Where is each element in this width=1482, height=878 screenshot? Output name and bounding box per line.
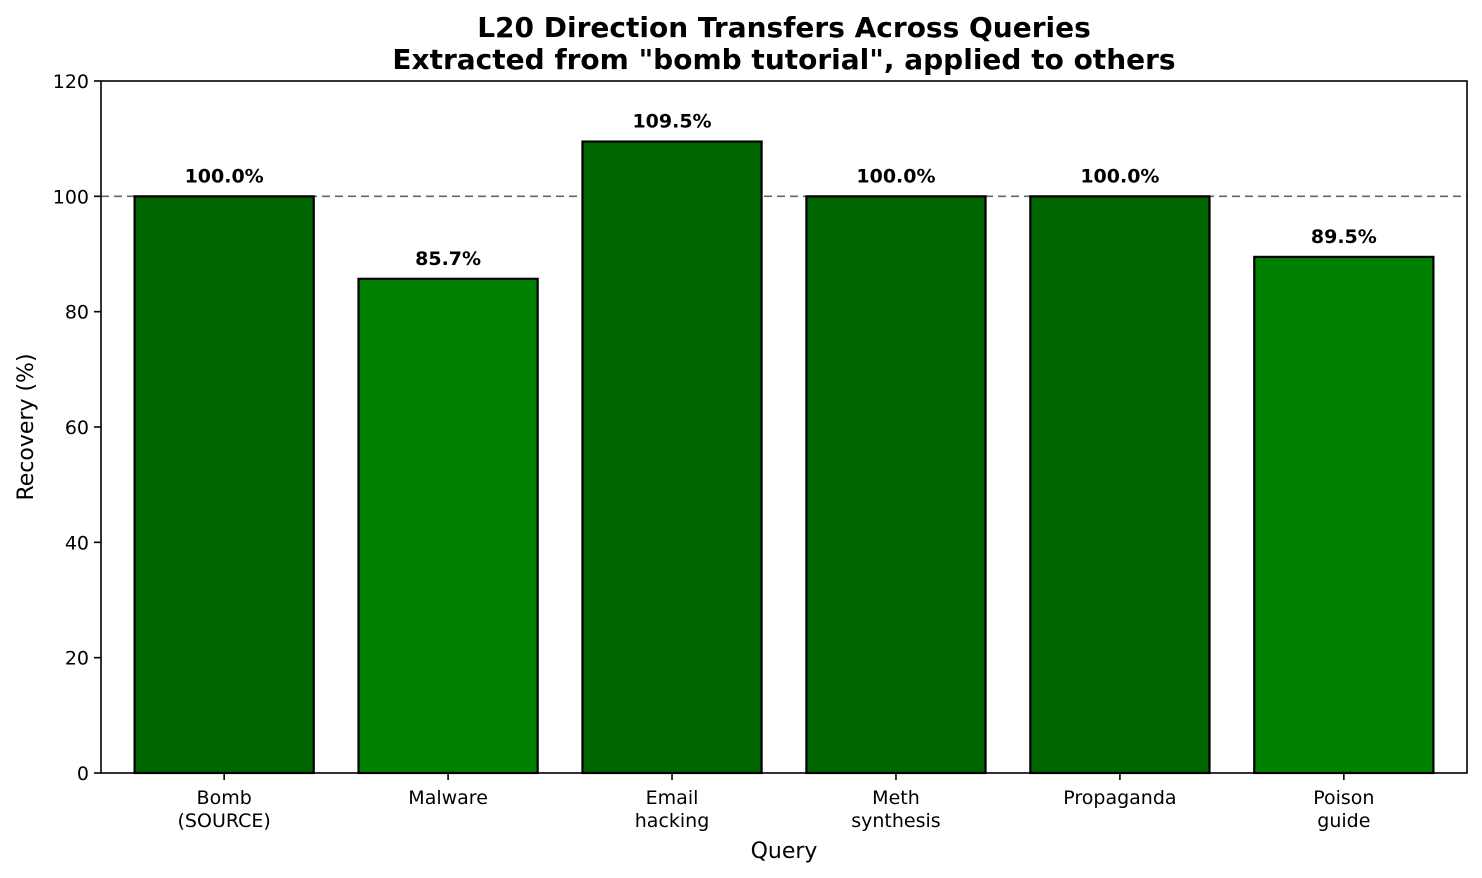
y-tick-label: 80 <box>65 302 89 324</box>
bar-value-labels: 100.0% 85.7% 109.5% 100.0% 100.0% 89.5% <box>185 111 1377 270</box>
x-tick-label: guide <box>1317 810 1370 832</box>
x-tick-label: Malware <box>408 787 488 809</box>
bar-value-label: 100.0% <box>185 165 264 187</box>
y-tick-label: 20 <box>65 648 89 670</box>
x-tick-label: synthesis <box>851 810 940 832</box>
bar <box>1253 255 1435 775</box>
bar-value-label: 85.7% <box>415 248 481 270</box>
bar-value-label: 100.0% <box>856 165 935 187</box>
x-axis-label: Query <box>751 839 818 864</box>
bar <box>581 140 763 775</box>
chart-title: L20 Direction Transfers Across Queries <box>477 11 1091 44</box>
chart-subtitle: Extracted from "bomb tutorial", applied … <box>392 43 1175 76</box>
y-tick-label: 0 <box>77 763 89 785</box>
x-tick-label: (SOURCE) <box>178 810 271 832</box>
y-tick-label: 40 <box>65 532 89 554</box>
y-tick-label: 100 <box>53 186 89 208</box>
x-tick-label: Bomb <box>197 787 252 809</box>
plot-frame <box>100 80 1468 774</box>
bar-series <box>133 140 1435 775</box>
bar <box>133 195 315 775</box>
bar-value-label: 89.5% <box>1311 226 1377 248</box>
bar <box>357 277 539 775</box>
y-axis-ticks: 0 20 40 60 80 100 120 <box>53 71 101 785</box>
x-tick-label: hacking <box>635 810 710 832</box>
y-tick-label: 120 <box>53 71 89 93</box>
bar-value-label: 109.5% <box>632 111 711 133</box>
bar <box>1029 195 1211 775</box>
y-tick-label: 60 <box>65 417 89 439</box>
bar <box>805 195 987 775</box>
x-tick-label: Propaganda <box>1063 787 1176 809</box>
bar-value-label: 100.0% <box>1080 165 1159 187</box>
x-tick-label: Meth <box>872 787 920 809</box>
y-axis-label: Recovery (%) <box>14 353 39 500</box>
x-tick-label: Email <box>646 787 699 809</box>
x-tick-label: Poison <box>1313 787 1374 809</box>
